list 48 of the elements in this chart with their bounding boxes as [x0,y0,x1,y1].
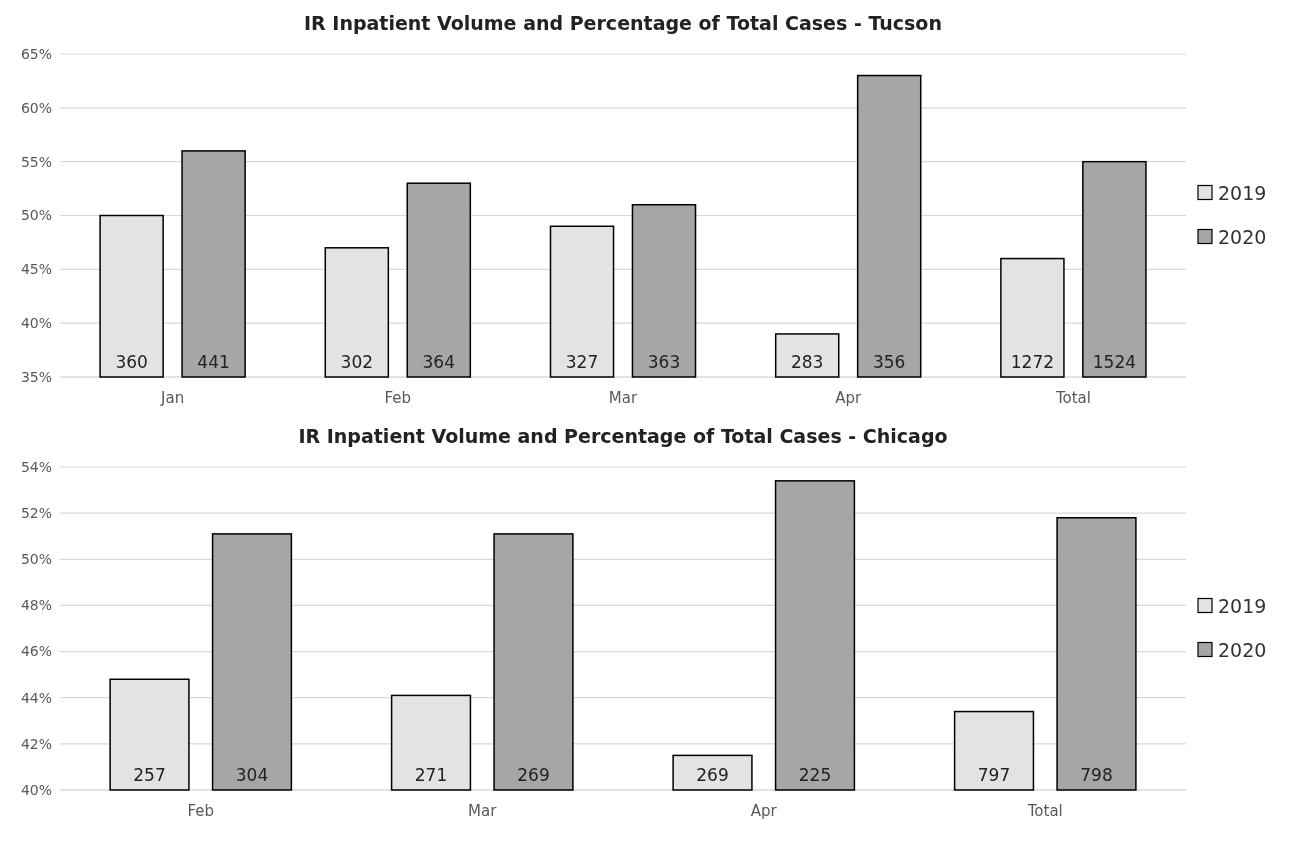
x-tick-label: Apr [750,802,778,820]
legend-label: 2019 [1218,595,1267,618]
annotation: 360 [115,352,148,372]
annotation: 269 [696,765,729,785]
legend-label: 2019 [1218,182,1267,205]
y-tick-label: 65% [20,45,52,62]
annotation: 797 [977,765,1011,785]
legend-label: 2020 [1218,639,1267,662]
annotation: 283 [790,352,824,372]
y-tick-label: 50% [20,551,52,568]
x-tick-label: Feb [384,389,412,407]
annotation: 257 [133,765,166,785]
y-tick-label: 48% [20,597,52,614]
annotation: 304 [235,765,269,785]
annotation: 363 [647,352,681,372]
chart-title: IR Inpatient Volume and Percentage of Total Cases - Tucson [304,12,942,34]
y-tick-label: 45% [20,261,52,278]
x-tick-label: Mar [608,389,638,407]
y-tick-label: 35% [20,368,52,385]
y-tick-label: 42% [20,735,52,752]
annotation: 327 [565,352,599,372]
y-tick-label: 60% [20,99,52,116]
annotation: 1272 [1010,352,1055,372]
annotation: 798 [1080,765,1113,785]
y-tick-label: 40% [20,315,52,332]
x-tick-label: Apr [835,389,863,407]
annotation: 225 [798,765,832,785]
y-tick-label: 40% [20,781,52,798]
annotation: 271 [414,765,448,785]
annotation: 302 [340,352,374,372]
x-tick-label: Mar [468,802,498,820]
annotation: 356 [872,352,906,372]
annotation: 1524 [1092,352,1137,372]
x-tick-label: Total [1026,802,1063,820]
chart-title: IR Inpatient Volume and Percentage of Total Cases - Chicago [298,425,948,447]
x-tick-label: Jan [160,389,185,407]
y-tick-label: 46% [20,643,52,660]
annotation: 441 [197,352,230,372]
y-tick-label: 50% [20,207,52,224]
y-tick-label: 55% [20,153,52,170]
legend-label: 2020 [1218,226,1267,249]
x-tick-label: Total [1054,389,1091,407]
y-tick-label: 52% [20,505,52,522]
x-tick-label: Feb [187,802,215,820]
annotation: 269 [517,765,550,785]
y-tick-label: 44% [20,689,52,706]
y-tick-label: 54% [20,458,52,475]
annotation: 364 [422,352,456,372]
